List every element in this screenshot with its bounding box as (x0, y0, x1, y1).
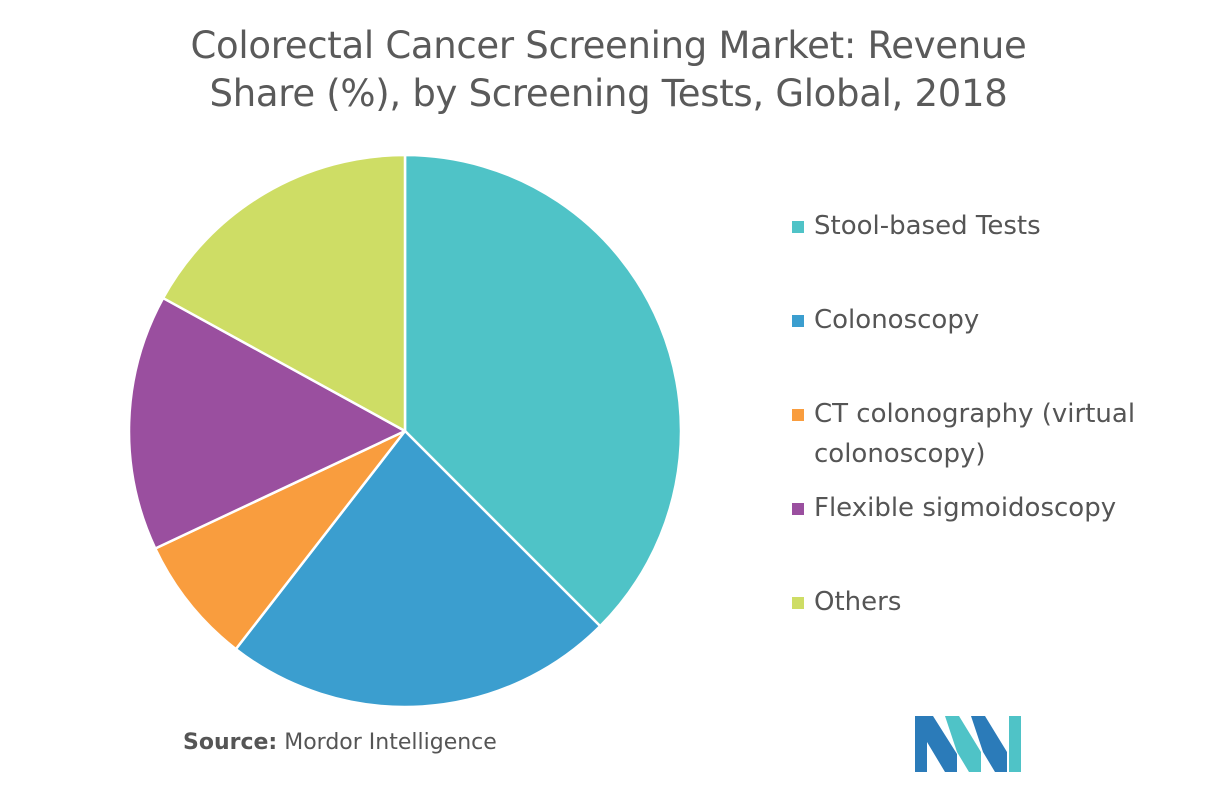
pie-slice-stool-based-tests (403, 153, 683, 628)
pie-slice-colonoscopy (234, 429, 602, 709)
legend-item-stool-based-tests: Stool-based Tests (792, 206, 1174, 246)
source-label: Source: (183, 730, 278, 755)
logo-shape-left (915, 716, 957, 772)
legend-swatch (792, 597, 804, 609)
chart-title-line-1: Colorectal Cancer Screening Market: Reve… (190, 24, 1027, 67)
legend-item-others: Others (792, 582, 1174, 622)
legend-label: Colonoscopy (814, 305, 980, 335)
mordor-intelligence-logo (915, 716, 1021, 772)
legend-swatch (792, 503, 804, 515)
legend-swatch (792, 409, 804, 421)
logo-shape-middle (945, 716, 981, 772)
chart-title-line-2: Share (%), by Screening Tests, Global, 2… (209, 72, 1008, 115)
chart-title: Colorectal Cancer Screening Market: Reve… (0, 22, 1217, 118)
logo-shape-far-right (1009, 716, 1021, 772)
legend-swatch (792, 315, 804, 327)
source-value: Mordor Intelligence (284, 730, 497, 755)
legend-label: Flexible sigmoidoscopy (814, 493, 1117, 523)
pie-slice-ct-colonography-virtual-colonoscopy (154, 429, 407, 651)
source-note: Source: Mordor Intelligence (183, 730, 497, 755)
legend-swatch (792, 221, 804, 233)
legend-label: Others (814, 587, 902, 617)
legend-label: Stool-based Tests (814, 211, 1041, 241)
logo-shape-right (971, 716, 1007, 772)
legend-item-ct-colonography: CT colonography (virtual colonoscopy) (792, 394, 1159, 474)
pie-slice-others (161, 153, 407, 433)
legend-item-flexible-sigmoidoscopy: Flexible sigmoidoscopy (792, 488, 1174, 528)
legend-item-colonoscopy: Colonoscopy (792, 300, 1174, 340)
legend-label: CT colonography (virtual colonoscopy) (814, 399, 1136, 469)
pie-slice-flexible-sigmoidoscopy (127, 296, 407, 550)
